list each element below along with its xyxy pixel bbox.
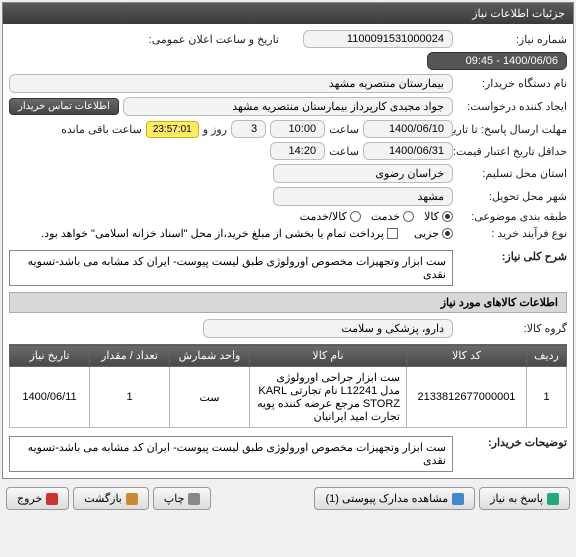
cell-idx: 1: [527, 367, 567, 428]
validity-label: حداقل تاریخ اعتبار قیمت: تا تاریخ:: [457, 145, 567, 158]
group-label: گروه کالا:: [457, 322, 567, 335]
table-row[interactable]: 1 2133812677000001 ست ابزار جراحی اورولو…: [10, 367, 567, 428]
checkbox-treasury[interactable]: پرداخت تمام یا بخشی از مبلغ خرید،از محل …: [41, 227, 398, 240]
col-qty: تعداد / مقدار: [90, 345, 170, 367]
buyer-notes-value: ست ابزار وتجهیزات مخصوص اورولوژی طبق لیس…: [9, 436, 453, 472]
panel-title: جزئیات اطلاعات نیاز: [472, 7, 565, 20]
items-section-header: اطلاعات کالاهای مورد نیاز: [9, 292, 567, 313]
radio-dot-icon: [442, 211, 453, 222]
table-header-row: ردیف کد کالا نام کالا واحد شمارش تعداد /…: [10, 345, 567, 367]
province-label: استان محل تسلیم:: [457, 167, 567, 180]
radio-dot-icon: [403, 211, 414, 222]
radio-dot-icon: [350, 211, 361, 222]
exit-icon: [46, 493, 58, 505]
days-label: روز و: [203, 123, 227, 136]
deadline-label: مهلت ارسال پاسخ: تا تاریخ:: [457, 123, 567, 136]
process-label: نوع فرآیند خرید :: [457, 227, 567, 240]
deadline-time: 10:00: [270, 120, 325, 138]
deadline-date: 1400/06/10: [363, 120, 453, 138]
contact-info-button[interactable]: اطلاعات تماس خریدار: [9, 98, 119, 115]
panel-body: شماره نیاز: 1100091531000024 تاریخ و ساع…: [3, 24, 573, 478]
cell-name: ست ابزار جراحی اورولوژی مدل L12241 نام ت…: [250, 367, 407, 428]
need-details-panel: جزئیات اطلاعات نیاز شماره نیاز: 11000915…: [2, 2, 574, 479]
desc-value: ست ابزار وتجهیزات مخصوص اورولوژی طبق لیس…: [9, 250, 453, 286]
time-label-2: ساعت: [329, 145, 359, 158]
group-value: دارو، پزشکی و سلامت: [203, 319, 453, 338]
col-row: ردیف: [527, 345, 567, 367]
reply-icon: [547, 493, 559, 505]
pub-time-label: تاریخ و ساعت اعلان عمومی:: [149, 33, 279, 46]
back-button[interactable]: بازگشت: [73, 487, 149, 510]
radio-partial[interactable]: جزیی: [414, 227, 453, 240]
countdown-badge: 23:57:01: [146, 121, 199, 138]
time-label-1: ساعت: [329, 123, 359, 136]
remain-label: ساعت باقی مانده: [61, 123, 142, 136]
footer-toolbar: پاسخ به نیاز مشاهده مدارک پیوستی (1) چاپ…: [0, 481, 576, 516]
days-value: 3: [231, 120, 266, 138]
attachment-icon: [452, 493, 464, 505]
province-value: خراسان رضوی: [273, 164, 453, 183]
city-value: مشهد: [273, 187, 453, 206]
buyer-notes-label: توضیحات خریدار:: [457, 436, 567, 449]
city-label: شهر محل تحویل:: [457, 190, 567, 203]
items-table: ردیف کد کالا نام کالا واحد شمارش تعداد /…: [9, 344, 567, 428]
need-no-value: 1100091531000024: [303, 30, 453, 48]
radio-goods[interactable]: کالا: [424, 210, 453, 223]
radio-both[interactable]: کالا/خدمت: [300, 210, 361, 223]
pub-time-value: 1400/06/06 - 09:45: [427, 52, 567, 70]
cell-code: 2133812677000001: [407, 367, 527, 428]
category-radio-group: کالا خدمت کالا/خدمت: [300, 210, 453, 223]
buyer-value: بیمارستان منتصریه مشهد: [9, 74, 453, 93]
cell-date: 1400/06/11: [10, 367, 90, 428]
radio-dot-icon: [442, 228, 453, 239]
attachments-button[interactable]: مشاهده مدارک پیوستی (1): [314, 487, 475, 510]
radio-service[interactable]: خدمت: [371, 210, 414, 223]
need-no-label: شماره نیاز:: [457, 33, 567, 46]
cell-qty: 1: [90, 367, 170, 428]
validity-date: 1400/06/31: [363, 142, 453, 160]
desc-label: شرح کلی نیاز:: [457, 250, 567, 263]
exit-button[interactable]: خروج: [6, 487, 69, 510]
category-label: طبقه بندی موضوعی:: [457, 210, 567, 223]
col-unit: واحد شمارش: [170, 345, 250, 367]
col-code: کد کالا: [407, 345, 527, 367]
print-button[interactable]: چاپ: [153, 487, 212, 510]
requester-label: ایجاد کننده درخواست:: [457, 100, 567, 113]
back-icon: [126, 493, 138, 505]
buyer-label: نام دستگاه خریدار:: [457, 77, 567, 90]
col-date: تاریخ نیاز: [10, 345, 90, 367]
validity-time: 14:20: [270, 142, 325, 160]
reply-button[interactable]: پاسخ به نیاز: [479, 487, 570, 510]
checkbox-icon: [387, 228, 398, 239]
cell-unit: ست: [170, 367, 250, 428]
requester-value: جواد مجیدی کارپرداز بیمارستان منتصریه مش…: [123, 97, 453, 116]
panel-header: جزئیات اطلاعات نیاز: [3, 3, 573, 24]
col-name: نام کالا: [250, 345, 407, 367]
print-icon: [188, 493, 200, 505]
